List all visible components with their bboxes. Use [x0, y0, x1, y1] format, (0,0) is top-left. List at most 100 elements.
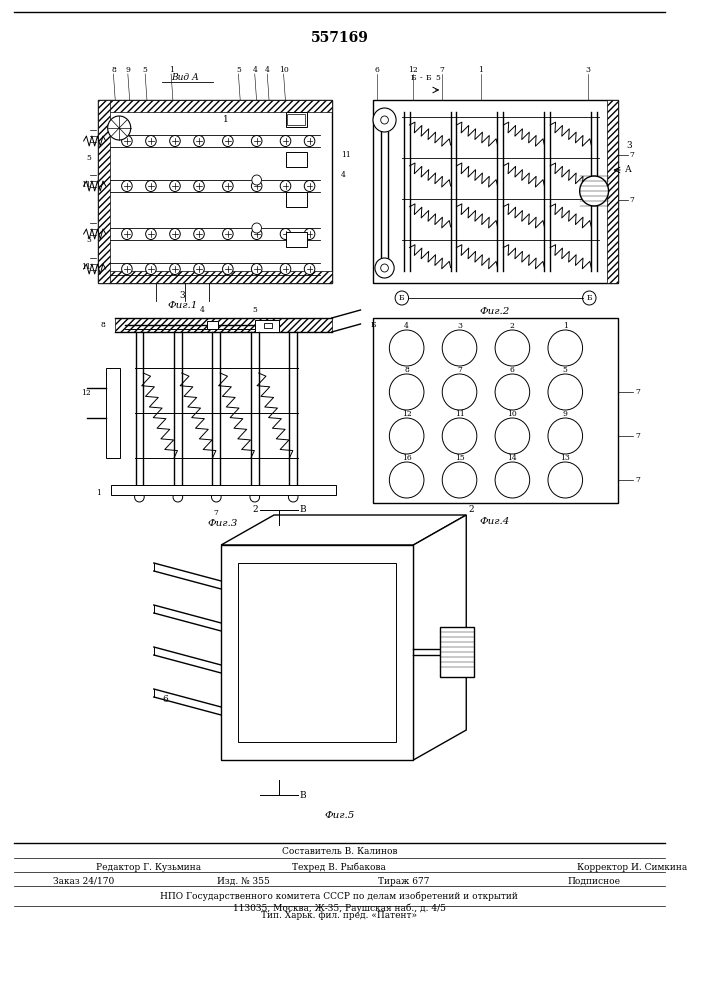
Circle shape	[134, 492, 144, 502]
Circle shape	[122, 229, 132, 239]
Text: Б: Б	[411, 74, 416, 82]
Text: 7: 7	[636, 476, 641, 484]
Circle shape	[373, 108, 396, 132]
Bar	[206, 321, 218, 329]
Text: 12: 12	[81, 389, 91, 397]
Bar	[238, 563, 396, 742]
Text: 7: 7	[636, 432, 641, 440]
Text: 5: 5	[236, 66, 241, 74]
Circle shape	[280, 135, 291, 146]
Circle shape	[442, 418, 477, 454]
Text: 4: 4	[341, 171, 346, 179]
Text: 2: 2	[510, 322, 515, 330]
Text: 7: 7	[214, 509, 218, 517]
Circle shape	[170, 229, 180, 239]
Text: 5: 5	[435, 74, 440, 82]
Circle shape	[146, 263, 156, 274]
Bar	[373, 318, 618, 503]
Bar	[98, 100, 332, 112]
Circle shape	[211, 492, 221, 502]
Circle shape	[170, 180, 180, 192]
Text: Корректор И. Симкина: Корректор И. Симкина	[577, 862, 687, 871]
Text: Подписное: Подписное	[567, 876, 620, 886]
Circle shape	[223, 180, 233, 192]
Circle shape	[580, 176, 609, 206]
Text: 4: 4	[252, 66, 257, 74]
Circle shape	[170, 135, 180, 146]
Text: 15: 15	[455, 454, 464, 462]
Circle shape	[173, 492, 182, 502]
Circle shape	[495, 462, 530, 498]
Text: 5: 5	[86, 154, 91, 162]
Bar	[106, 368, 120, 458]
Bar	[98, 100, 110, 283]
Circle shape	[252, 175, 262, 185]
Text: Фиг.3: Фиг.3	[208, 518, 238, 528]
Circle shape	[252, 180, 262, 192]
Text: Фиг.2: Фиг.2	[480, 306, 510, 316]
Circle shape	[194, 180, 204, 192]
Text: В: В	[300, 790, 307, 800]
Bar	[98, 271, 332, 283]
Circle shape	[223, 229, 233, 239]
Text: 4: 4	[265, 66, 269, 74]
Text: 1: 1	[478, 66, 483, 74]
Circle shape	[375, 258, 395, 278]
Circle shape	[548, 462, 583, 498]
Circle shape	[122, 263, 132, 274]
Text: 1: 1	[169, 66, 173, 74]
Circle shape	[495, 418, 530, 454]
Text: 113035, Москва, Ж-35, Раушская наб., д. 4/5: 113035, Москва, Ж-35, Раушская наб., д. …	[233, 903, 446, 913]
Bar	[288, 114, 305, 125]
Text: 10: 10	[508, 410, 518, 418]
Circle shape	[146, 180, 156, 192]
Text: 12: 12	[409, 66, 419, 74]
Text: 8: 8	[111, 66, 116, 74]
Circle shape	[280, 263, 291, 274]
Text: Б: Б	[399, 294, 404, 302]
Text: 1: 1	[96, 489, 101, 497]
Text: 4: 4	[404, 322, 409, 330]
Circle shape	[146, 229, 156, 239]
Circle shape	[252, 223, 262, 233]
Text: 5: 5	[563, 366, 568, 374]
Text: Редактор Г. Кузьмина: Редактор Г. Кузьмина	[96, 862, 201, 871]
Text: 9: 9	[563, 410, 568, 418]
Circle shape	[548, 330, 583, 366]
Circle shape	[194, 229, 204, 239]
Text: В: В	[300, 506, 307, 514]
Text: Фиг.5: Фиг.5	[325, 810, 354, 820]
Text: 7: 7	[457, 366, 462, 374]
Text: Заказ 24/170: Заказ 24/170	[53, 876, 114, 886]
Text: 7: 7	[636, 388, 641, 396]
Text: 10: 10	[279, 66, 288, 74]
Text: 11: 11	[81, 181, 91, 189]
Circle shape	[395, 291, 409, 305]
Text: Б: Б	[587, 294, 592, 302]
Bar	[255, 320, 279, 332]
Circle shape	[442, 330, 477, 366]
Circle shape	[304, 263, 315, 274]
Text: 7: 7	[630, 196, 635, 204]
Circle shape	[280, 229, 291, 239]
Text: 11: 11	[81, 263, 91, 271]
Circle shape	[390, 418, 424, 454]
Text: 8: 8	[404, 366, 409, 374]
Text: Составитель В. Калинов: Составитель В. Калинов	[281, 846, 397, 856]
Text: 12: 12	[402, 410, 411, 418]
Circle shape	[252, 263, 262, 274]
Bar	[286, 112, 307, 127]
Polygon shape	[414, 515, 466, 760]
Circle shape	[250, 492, 259, 502]
Circle shape	[288, 492, 298, 502]
Circle shape	[122, 135, 132, 146]
Text: 13: 13	[561, 454, 571, 462]
Text: 5: 5	[86, 236, 91, 244]
Text: 557169: 557169	[310, 31, 368, 45]
Text: 9: 9	[125, 66, 130, 74]
Text: НПО Государственного комитета СССР по делам изобретений и открытий: НПО Государственного комитета СССР по де…	[160, 891, 518, 901]
Circle shape	[304, 229, 315, 239]
Text: Тираж 677: Тираж 677	[378, 876, 430, 886]
Circle shape	[107, 116, 131, 140]
Bar	[373, 100, 618, 283]
